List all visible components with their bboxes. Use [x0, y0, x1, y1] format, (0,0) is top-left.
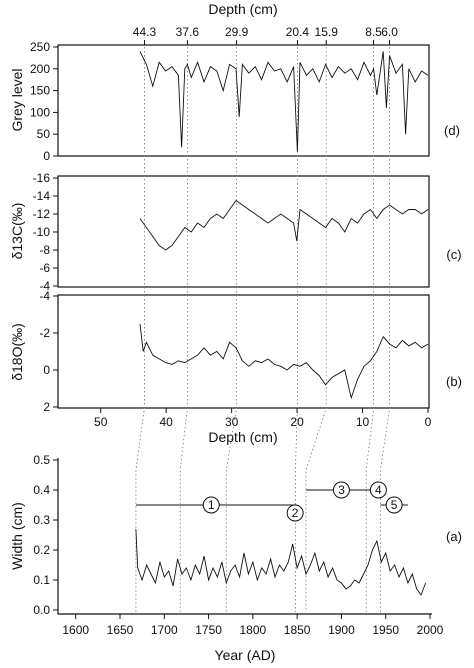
tie-line — [365, 47, 375, 612]
tick-label: 0.3 — [33, 513, 50, 527]
tick-label: 1650 — [107, 623, 134, 637]
panel-a-axes — [57, 458, 432, 615]
tick-label: 10 — [356, 415, 370, 429]
annotation-label: 5 — [391, 498, 398, 512]
tick-label: 0 — [43, 149, 50, 163]
annotation-label: 1 — [208, 498, 215, 512]
tick-label: 37.6 — [176, 25, 200, 39]
tie-line — [135, 47, 145, 612]
tick-label: 15.9 — [315, 25, 339, 39]
tick-label: -12 — [33, 207, 51, 221]
tick-label: -14 — [33, 189, 51, 203]
tick-label: -10 — [33, 225, 51, 239]
panel-b-frame — [57, 294, 430, 409]
tick-label: 8.5 — [365, 25, 382, 39]
tick-label: 40 — [160, 415, 174, 429]
series-d13c-line — [139, 199, 429, 251]
annotation-circle — [385, 496, 403, 514]
tick-label: 29.9 — [225, 25, 249, 39]
tick-label: 1850 — [284, 623, 311, 637]
tick-label: 1800 — [240, 623, 267, 637]
tick-label: 100 — [30, 105, 50, 119]
tick-label: 1750 — [195, 623, 222, 637]
tick-label: 1900 — [328, 623, 355, 637]
series-width-line — [135, 528, 427, 596]
tick-label: -4 — [39, 289, 50, 303]
tick-label: 0 — [43, 363, 50, 377]
tick-label: -6 — [39, 261, 50, 275]
tick-label: 1700 — [151, 623, 178, 637]
tick-label: 0.2 — [33, 543, 50, 557]
tick-label: 20.4 — [286, 25, 310, 39]
tick-label: 30 — [225, 415, 239, 429]
d18o-axis-label: δ18O(‰) — [9, 323, 25, 381]
tick-label: 20 — [290, 415, 304, 429]
annotation-circle — [202, 496, 220, 514]
panel-a-label: (a) — [446, 529, 462, 544]
tick-label: -2 — [39, 326, 50, 340]
tick-label: 6.0 — [381, 25, 398, 39]
panel-c-label: (c) — [446, 247, 461, 262]
width-axis-label: Width (cm) — [9, 502, 25, 570]
annotation-circle — [369, 481, 387, 499]
year-axis-label: Year (AD) — [215, 647, 276, 663]
tick-label: 0 — [425, 415, 432, 429]
tick-label: 150 — [30, 84, 50, 98]
tie-line — [379, 47, 391, 612]
depth-bottom-axis-label: Depth (cm) — [208, 429, 277, 445]
series-d18o-line — [139, 323, 429, 400]
tick-label: 50 — [37, 127, 51, 141]
tick-label: 0.1 — [33, 573, 50, 587]
tick-label: -8 — [39, 243, 50, 257]
tie-line — [305, 47, 327, 612]
tick-label: 1600 — [62, 623, 89, 637]
tick-label: 2 — [43, 400, 50, 414]
tick-label: 0.0 — [33, 603, 50, 617]
annotation-label: 2 — [292, 506, 299, 520]
annotation-label: 3 — [338, 483, 345, 497]
tick-label: -4 — [39, 279, 50, 293]
annotation-circle — [332, 481, 350, 499]
annotation-label: 4 — [375, 483, 382, 497]
tie-line — [294, 47, 298, 612]
depth-top-axis-label: Depth (cm) — [208, 1, 277, 17]
tick-label: -16 — [33, 171, 51, 185]
series-grey-level-line — [139, 51, 429, 152]
tick-label: 250 — [30, 40, 50, 54]
grey-level-axis-label: Grey level — [9, 68, 25, 131]
tie-line — [225, 47, 238, 612]
panel-b-label: (b) — [446, 374, 462, 389]
annotation-circle — [286, 504, 304, 522]
tick-label: 200 — [30, 62, 50, 76]
panel-d-label: (d) — [444, 123, 460, 138]
tick-label: 0.5 — [33, 453, 50, 467]
panel-d-frame — [57, 44, 430, 157]
tick-label: 50 — [94, 415, 108, 429]
tick-label: 2000 — [417, 623, 444, 637]
d13c-axis-label: δ13C(‰) — [9, 203, 25, 260]
tick-label: 1950 — [372, 623, 399, 637]
tie-line — [179, 47, 188, 612]
tick-label: 0.4 — [33, 483, 50, 497]
tick-label: 44.3 — [133, 25, 157, 39]
